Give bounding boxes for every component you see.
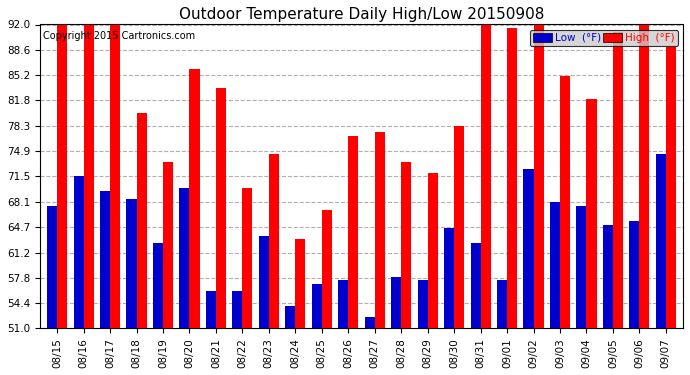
Bar — [269, 154, 279, 328]
Bar — [550, 202, 560, 328]
Bar — [656, 154, 666, 328]
Bar — [110, 24, 120, 328]
Bar — [603, 225, 613, 328]
Bar — [391, 277, 401, 328]
Bar — [100, 191, 110, 328]
Bar — [295, 240, 306, 328]
Bar — [417, 280, 428, 328]
Bar — [640, 24, 649, 328]
Bar — [206, 291, 216, 328]
Bar — [497, 280, 507, 328]
Bar — [364, 317, 375, 328]
Bar — [481, 24, 491, 328]
Bar — [666, 47, 676, 328]
Bar — [576, 206, 586, 328]
Bar — [454, 126, 464, 328]
Bar — [242, 188, 253, 328]
Bar — [179, 188, 190, 328]
Bar — [613, 32, 623, 328]
Bar — [338, 280, 348, 328]
Bar — [322, 210, 332, 328]
Bar — [216, 87, 226, 328]
Bar — [507, 28, 517, 328]
Bar — [533, 24, 544, 328]
Bar — [524, 169, 533, 328]
Text: Copyright 2015 Cartronics.com: Copyright 2015 Cartronics.com — [43, 31, 195, 40]
Bar — [428, 173, 437, 328]
Bar — [586, 99, 597, 328]
Bar — [401, 162, 411, 328]
Bar — [190, 69, 199, 328]
Bar — [163, 162, 173, 328]
Bar — [83, 24, 94, 328]
Bar — [47, 206, 57, 328]
Bar — [74, 177, 83, 328]
Bar — [629, 221, 640, 328]
Bar — [57, 24, 67, 328]
Bar — [285, 306, 295, 328]
Bar — [259, 236, 269, 328]
Bar — [153, 243, 163, 328]
Title: Outdoor Temperature Daily High/Low 20150908: Outdoor Temperature Daily High/Low 20150… — [179, 7, 544, 22]
Bar — [233, 291, 242, 328]
Bar — [444, 228, 454, 328]
Bar — [312, 284, 322, 328]
Bar — [137, 114, 146, 328]
Bar — [126, 199, 137, 328]
Legend: Low  (°F), High  (°F): Low (°F), High (°F) — [530, 30, 678, 46]
Bar — [471, 243, 481, 328]
Bar — [375, 132, 385, 328]
Bar — [560, 76, 570, 328]
Bar — [348, 136, 358, 328]
